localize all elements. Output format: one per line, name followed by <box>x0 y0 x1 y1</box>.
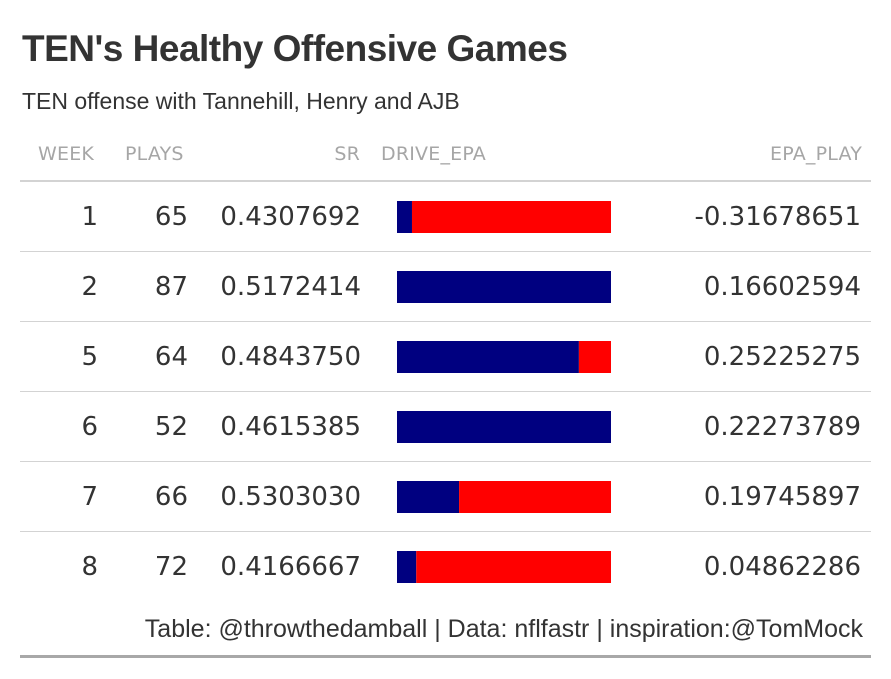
plays-cell: 72 <box>154 552 188 582</box>
column-header-week: WEEK <box>38 143 95 165</box>
column-header-epa-play: EPA_PLAY <box>770 143 862 165</box>
sr-cell: 0.4166667 <box>220 552 361 582</box>
week-cell: 2 <box>81 272 98 302</box>
week-cell: 1 <box>81 202 98 232</box>
sr-cell: 0.4615385 <box>220 412 361 442</box>
sr-cell: 0.5303030 <box>220 482 361 512</box>
plays-cell: 66 <box>154 482 188 512</box>
drive-epa-bar-negative <box>578 341 611 373</box>
plays-cell: 65 <box>154 202 188 232</box>
chart-caption: Table: @throwthedamball | Data: nflfastr… <box>144 615 863 643</box>
epa-play-cell: -0.31678651 <box>694 202 861 232</box>
sr-cell: 0.4307692 <box>220 202 361 232</box>
drive-epa-bar-negative <box>416 551 611 583</box>
header-rule <box>20 180 871 182</box>
row-divider <box>20 531 871 532</box>
column-header-sr: SR <box>334 143 360 165</box>
week-cell: 6 <box>81 412 98 442</box>
plays-cell: 87 <box>154 272 188 302</box>
chart-title: TEN's Healthy Offensive Games <box>22 28 568 69</box>
drive-epa-bar-positive <box>397 201 412 233</box>
drive-epa-bar-positive <box>397 481 460 513</box>
week-cell: 8 <box>81 552 98 582</box>
drive-epa-bar-positive <box>397 341 579 373</box>
epa-play-cell: 0.16602594 <box>703 272 861 302</box>
plays-cell: 64 <box>154 342 188 372</box>
epa-play-cell: 0.19745897 <box>703 482 861 512</box>
week-cell: 5 <box>81 342 98 372</box>
drive-epa-bar-negative <box>459 481 611 513</box>
week-cell: 7 <box>81 482 98 512</box>
row-divider <box>20 321 871 322</box>
row-divider <box>20 251 871 252</box>
epa-play-cell: 0.25225275 <box>703 342 861 372</box>
epa-play-cell: 0.22273789 <box>703 412 861 442</box>
plays-cell: 52 <box>154 412 188 442</box>
drive-epa-bar-positive <box>397 551 417 583</box>
drive-epa-bar-positive <box>397 271 611 303</box>
column-header-drive-epa: DRIVE_EPA <box>381 143 486 165</box>
drive-epa-bar-negative <box>411 201 611 233</box>
chart-subtitle: TEN offense with Tannehill, Henry and AJ… <box>22 88 460 114</box>
footer-rule <box>20 655 871 658</box>
row-divider <box>20 461 871 462</box>
row-divider <box>20 391 871 392</box>
column-header-plays: PLAYS <box>125 143 184 165</box>
sr-cell: 0.5172414 <box>220 272 361 302</box>
sr-cell: 0.4843750 <box>220 342 361 372</box>
epa-play-cell: 0.04862286 <box>703 552 861 582</box>
drive-epa-bar-positive <box>397 411 611 443</box>
